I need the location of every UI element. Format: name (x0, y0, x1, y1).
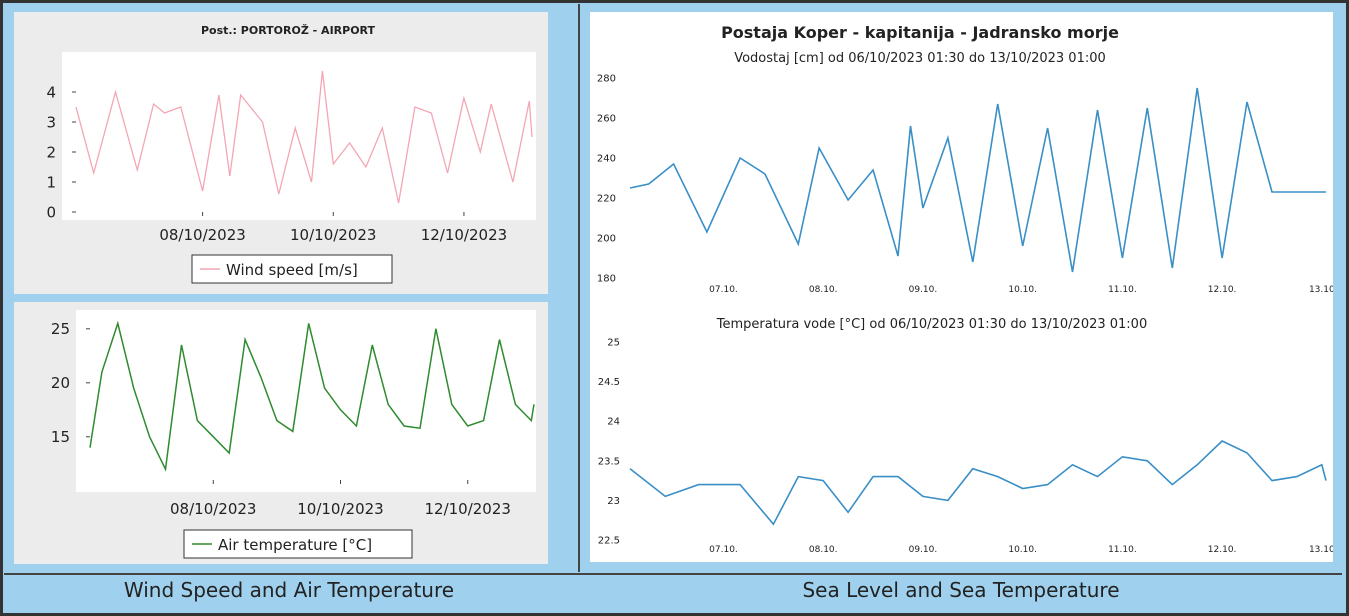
chart-title: Temperatura vode [°C] od 06/10/2023 01:3… (716, 317, 1147, 332)
series-line (629, 440, 1327, 526)
x-tick-label: 12.10. (1208, 545, 1237, 555)
x-tick-label: 13.10 (1309, 285, 1333, 295)
y-tick-label: 260 (597, 114, 616, 125)
wind-speed-chart-panel: Post.: PORTOROŽ - AIRPORT 0 1 2 3 4 08/10/20… (14, 12, 548, 294)
x-tick-label: 08/10/2023 (159, 226, 245, 244)
y-tick-label: 2 (46, 143, 56, 161)
x-tick-label: 09.10. (909, 545, 938, 555)
y-tick-label: 1 (46, 173, 56, 191)
legend-box (183, 529, 413, 559)
x-tick-label: 07.10. (709, 285, 738, 295)
x-tick-label: 11.10. (1108, 285, 1137, 295)
series-line (629, 87, 1326, 273)
y-tick-label: 24 (607, 417, 620, 428)
footer-label-wind-air: Wind Speed and Air Temperature (123, 578, 455, 602)
y-tick-label: 23.5 (598, 456, 620, 467)
x-tick-label: 12.10. (1208, 285, 1237, 295)
sea-charts: Postaja Koper - kapitanija - Jadransko m… (597, 23, 1335, 555)
air-temperature-chart-panel: 15 20 25 08/10/2023 10/10/2023 12/10/2023 Ai… (14, 302, 548, 564)
legend-box (191, 254, 393, 284)
y-tick-label: 280 (597, 74, 616, 85)
chart-title: Postaja Koper - kapitanija - Jadransko m… (721, 23, 1119, 42)
x-tick-label: 12/10/2023 (421, 226, 507, 244)
sea-level-temperature-panel: Postaja Koper - kapitanija - Jadransko m… (590, 12, 1335, 562)
y-tick-label: 25 (51, 320, 70, 338)
column-divider (578, 4, 580, 572)
x-tick-label: 12/10/2023 (424, 500, 510, 518)
x-tick-label: 09.10. (909, 285, 938, 295)
x-tick-label: 10/10/2023 (290, 226, 376, 244)
legend-label: Wind speed [m/s] (226, 261, 358, 279)
chart-subtitle: Vodostaj [cm] od 06/10/2023 01:30 do 13/… (734, 51, 1106, 66)
y-tick-label: 24.5 (598, 377, 620, 388)
x-tick-label: 08.10. (809, 545, 838, 555)
x-tick-label: 10/10/2023 (297, 500, 383, 518)
y-tick-label: 15 (51, 428, 70, 446)
x-tick-label: 10.10. (1008, 285, 1037, 295)
y-tick-label: 22.5 (598, 536, 620, 547)
y-tick-label: 4 (46, 83, 56, 101)
footer-label-sea: Sea Level and Sea Temperature (802, 578, 1120, 602)
x-tick-label: 11.10. (1108, 545, 1137, 555)
y-tick-label: 3 (46, 113, 56, 131)
y-tick-label: 20 (51, 374, 70, 392)
series-line (75, 70, 533, 204)
x-tick-label: 08/10/2023 (170, 500, 256, 518)
x-tick-label: 10.10. (1008, 545, 1037, 555)
y-tick-label: 25 (607, 338, 620, 349)
x-tick-label: 13.10 (1309, 545, 1333, 555)
air-temperature-chart: 15 20 25 08/10/2023 10/10/2023 12/10/2023 Ai… (51, 310, 536, 559)
series-line (89, 320, 535, 472)
plot-area (62, 52, 536, 220)
chart-title: Post.: PORTOROŽ - AIRPORT (201, 24, 376, 37)
y-tick-label: 23 (607, 496, 620, 507)
footer-divider (4, 573, 1342, 575)
y-tick-label: 200 (597, 234, 616, 245)
wind-speed-chart: Post.: PORTOROŽ - AIRPORT 0 1 2 3 4 08/10/20… (46, 24, 536, 284)
y-tick-label: 220 (597, 194, 616, 205)
x-tick-label: 07.10. (709, 545, 738, 555)
y-tick-label: 0 (46, 203, 56, 221)
x-tick-label: 08.10. (809, 285, 838, 295)
y-tick-label: 180 (597, 274, 616, 285)
legend-label: Air temperature [°C] (218, 536, 372, 554)
y-tick-label: 240 (597, 154, 616, 165)
